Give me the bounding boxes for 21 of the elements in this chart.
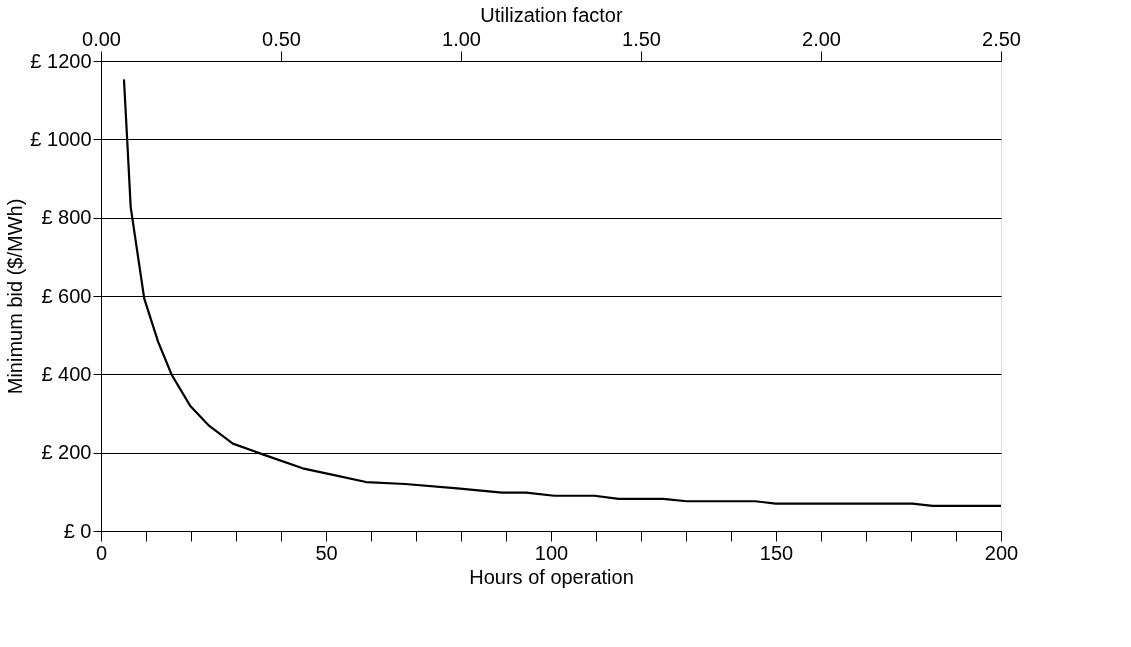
x2-tick-label: 1.00 bbox=[442, 27, 481, 50]
x2-tick-label: 0.50 bbox=[262, 27, 301, 50]
x2-axis-title: Utilization factor bbox=[480, 3, 623, 26]
x-tick-label: 200 bbox=[984, 541, 1019, 564]
y-tick-label: £ 1000 bbox=[30, 127, 92, 150]
y-tick-label: £ 200 bbox=[41, 441, 92, 464]
x-tick-label: 150 bbox=[759, 541, 794, 564]
y-tick-label: £ 400 bbox=[41, 362, 92, 385]
x2-tick-label: 1.50 bbox=[622, 27, 661, 50]
y-axis-title: Minimum bid ($/MWh) bbox=[4, 198, 27, 395]
x-axis-title: Hours of operation bbox=[469, 565, 634, 588]
y-tick-label: £ 800 bbox=[41, 206, 92, 229]
x-tick-label: 0 bbox=[95, 541, 108, 564]
x2-tick-label: 2.50 bbox=[982, 27, 1021, 50]
y-tick-label: £ 1200 bbox=[30, 49, 92, 72]
y-tick-label: £ 0 bbox=[63, 519, 92, 542]
x2-tick-label: 0.00 bbox=[82, 27, 121, 50]
y-tick-label: £ 600 bbox=[41, 284, 92, 307]
x-tick-label: 50 bbox=[315, 541, 338, 564]
x-tick-label: 100 bbox=[534, 541, 569, 564]
x2-tick-label: 2.00 bbox=[802, 27, 841, 50]
